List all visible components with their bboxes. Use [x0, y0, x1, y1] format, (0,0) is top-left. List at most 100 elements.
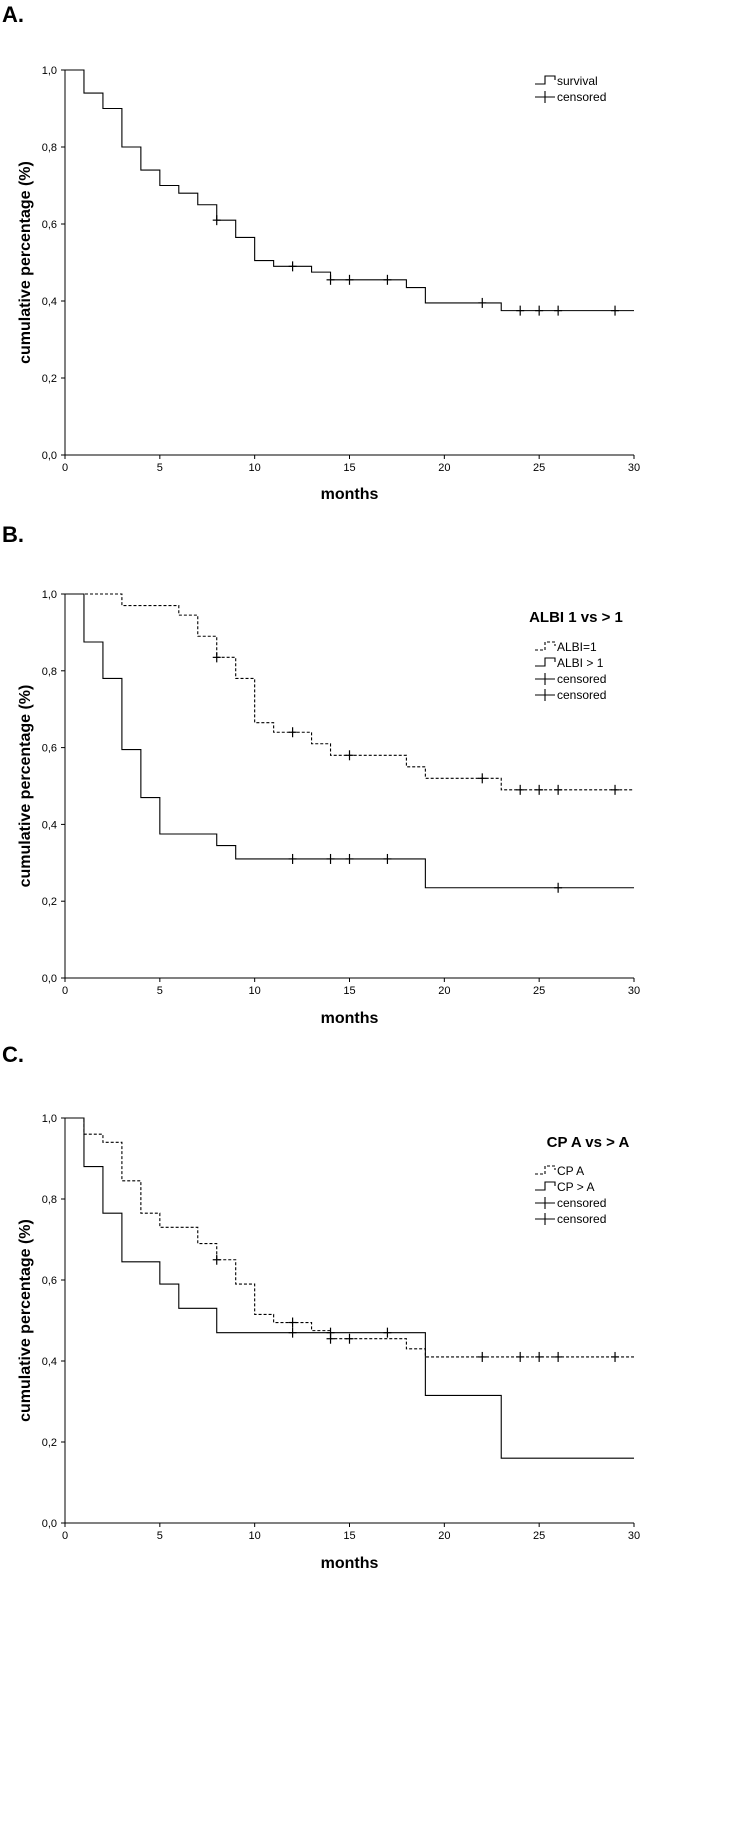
y-tick-label: 1,0 — [42, 1113, 57, 1125]
legend-label: ALBI=1 — [557, 640, 597, 654]
censor-mark — [288, 1317, 297, 1328]
censor-mark — [345, 853, 354, 864]
legend-label: censored — [557, 688, 606, 702]
x-tick-label: 25 — [533, 1530, 545, 1542]
x-tick-label: 20 — [438, 462, 450, 474]
panel-2: B. 0 5 10 15 20 25 30 0,0 0,2 0,4 0,6 0,8 1,0 months cu… — [2, 522, 640, 1027]
survival-curve-1 — [65, 69, 634, 312]
censor-mark — [516, 1351, 525, 1362]
censor-mark — [288, 261, 297, 272]
legend-step-swatch — [535, 75, 556, 85]
censor-mark — [212, 1254, 221, 1265]
legend: ALBI 1 vs > 1 ALBI=1 ALBI > 1 censored censo… — [529, 609, 623, 702]
legend-item: censored — [535, 688, 606, 702]
legend-item: CP > A — [535, 1180, 594, 1194]
legend-label: censored — [557, 1212, 606, 1226]
legend-title: ALBI 1 vs > 1 — [529, 609, 623, 626]
censor-mark — [516, 305, 525, 316]
legend: CP A vs > A CP A CP > A censored censored — [535, 1134, 629, 1226]
legend-step-swatch — [535, 657, 556, 667]
y-tick-label: 0,4 — [42, 1356, 57, 1368]
legend-step-swatch — [535, 641, 556, 651]
censor-mark — [554, 784, 563, 795]
x-tick-label: 10 — [249, 462, 261, 474]
censor-mark — [554, 882, 563, 893]
y-axis-title: cumulative percentage (%) — [17, 1219, 34, 1422]
censor-mark — [345, 274, 354, 285]
y-tick-label: 0,0 — [42, 973, 57, 985]
legend-item: survival — [535, 74, 598, 88]
censor-mark — [288, 853, 297, 864]
legend-item: CP A — [535, 1164, 584, 1178]
legend-label: CP A — [557, 1164, 584, 1178]
x-tick-label: 20 — [438, 1530, 450, 1542]
censor-mark — [288, 727, 297, 738]
panel-3: C. 0 5 10 15 20 25 30 0,0 0,2 0,4 0,6 0,8 1,0 months cu… — [2, 1042, 640, 1572]
y-tick-label: 0,2 — [42, 373, 57, 385]
censor-mark — [383, 274, 392, 285]
y-tick-label: 0,8 — [42, 142, 57, 154]
y-tick-label: 1,0 — [42, 589, 57, 601]
x-tick-label: 5 — [157, 462, 163, 474]
y-tick-label: 0,0 — [42, 450, 57, 462]
legend-title: CP A vs > A — [547, 1134, 630, 1151]
legend: survival censored — [535, 74, 606, 104]
censor-mark — [535, 1351, 544, 1362]
legend-step-swatch — [535, 1181, 556, 1191]
censor-mark — [554, 1351, 563, 1362]
x-tick-label: 0 — [62, 985, 68, 997]
legend-item: ALBI=1 — [535, 640, 597, 654]
censor-mark — [554, 305, 563, 316]
y-tick-label: 0,8 — [42, 1194, 57, 1206]
censor-mark — [516, 784, 525, 795]
censor-mark — [535, 784, 544, 795]
panel-1: A. 0 5 10 15 20 25 30 0,0 0,2 0,4 0,6 0,8 1,0 months cu… — [2, 2, 640, 503]
x-tick-label: 30 — [628, 1530, 640, 1542]
censor-mark — [288, 1327, 297, 1338]
censor-mark — [326, 274, 335, 285]
legend-label: censored — [557, 672, 606, 686]
censor-mark — [478, 773, 487, 784]
panel-letter: C. — [2, 1042, 24, 1067]
y-tick-label: 0,0 — [42, 1518, 57, 1530]
x-tick-label: 5 — [157, 985, 163, 997]
x-tick-label: 0 — [62, 1530, 68, 1542]
y-tick-label: 0,6 — [42, 1275, 57, 1287]
x-tick-label: 10 — [249, 985, 261, 997]
y-tick-label: 0,2 — [42, 1437, 57, 1449]
x-axis-title: months — [321, 1010, 379, 1027]
legend-label: CP > A — [557, 1180, 594, 1194]
censor-mark — [383, 853, 392, 864]
censor-mark — [535, 305, 544, 316]
censor-mark — [478, 297, 487, 308]
y-tick-label: 0,4 — [42, 296, 57, 308]
x-tick-label: 10 — [249, 1530, 261, 1542]
y-tick-label: 0,4 — [42, 819, 57, 831]
censor-mark — [212, 652, 221, 663]
legend-item: ALBI > 1 — [535, 656, 604, 670]
y-tick-label: 0,6 — [42, 743, 57, 755]
legend-item: censored — [535, 672, 606, 686]
censor-mark — [611, 1351, 620, 1362]
x-tick-label: 5 — [157, 1530, 163, 1542]
x-tick-label: 15 — [343, 462, 355, 474]
x-tick-label: 30 — [628, 985, 640, 997]
censor-mark — [326, 853, 335, 864]
legend-item: censored — [535, 1196, 606, 1210]
y-axis-title: cumulative percentage (%) — [17, 161, 34, 364]
x-tick-label: 25 — [533, 462, 545, 474]
y-tick-label: 0,6 — [42, 219, 57, 231]
x-tick-label: 15 — [343, 1530, 355, 1542]
survival-curve-2 — [65, 1117, 634, 1459]
censor-mark — [611, 305, 620, 316]
panel-letter: A. — [2, 2, 24, 27]
censor-mark — [326, 1327, 335, 1338]
x-tick-label: 25 — [533, 985, 545, 997]
legend-item: censored — [535, 1212, 606, 1226]
legend-label: ALBI > 1 — [557, 656, 604, 670]
y-tick-label: 0,8 — [42, 666, 57, 678]
x-tick-label: 15 — [343, 985, 355, 997]
survival-curve-2 — [65, 593, 634, 889]
x-tick-label: 0 — [62, 462, 68, 474]
